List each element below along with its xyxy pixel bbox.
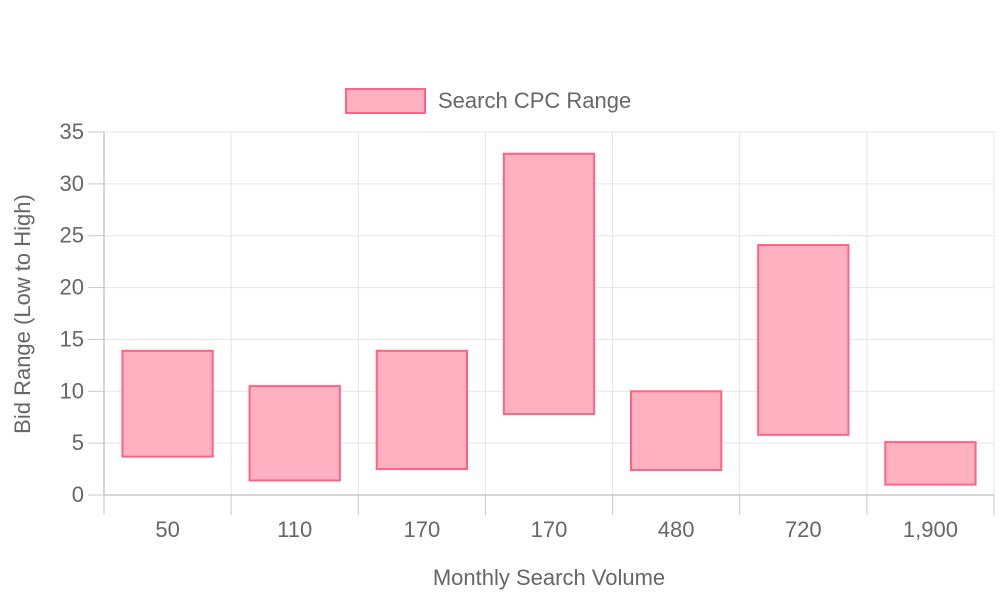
range-bar[interactable] (884, 441, 977, 486)
y-axis-title: Bid Range (Low to High) (10, 194, 35, 434)
y-tick-label: 35 (60, 119, 84, 144)
range-bar[interactable] (375, 349, 468, 471)
x-tick-label: 170 (403, 517, 440, 542)
range-bar[interactable] (502, 152, 596, 416)
range-bar[interactable] (248, 385, 341, 482)
y-tick-label: 25 (60, 223, 84, 248)
y-tick-label: 15 (60, 326, 84, 351)
x-tick-label: 480 (658, 517, 695, 542)
x-tick-label: 720 (785, 517, 822, 542)
x-tick-label: 170 (531, 517, 568, 542)
axes-layer: 0 5 10 15 20 25 30 35 50 110 170 170 480 720 1,900 (60, 119, 995, 542)
y-tick-label: 20 (60, 275, 84, 300)
x-tick-label: 110 (277, 517, 312, 542)
range-bar[interactable] (630, 390, 723, 472)
y-tick-label: 10 (60, 378, 84, 403)
x-axis-title: Monthly Search Volume (433, 565, 665, 590)
x-tick-label: 50 (155, 517, 179, 542)
x-tick-label: 1,900 (903, 517, 958, 542)
y-tick-label: 5 (72, 430, 84, 455)
range-bar[interactable] (121, 349, 214, 458)
legend[interactable]: Search CPC Range (345, 88, 631, 114)
y-tick-label: 30 (60, 171, 84, 196)
range-bar[interactable] (757, 244, 850, 436)
legend-swatch[interactable] (345, 88, 426, 114)
bars-layer (121, 152, 977, 486)
y-tick-label: 0 (72, 482, 84, 507)
legend-label[interactable]: Search CPC Range (438, 88, 631, 113)
